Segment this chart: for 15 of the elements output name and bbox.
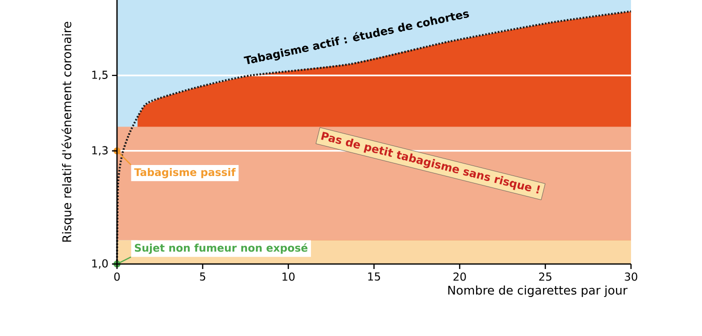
- x-tick-label: 10: [282, 272, 295, 281]
- y-tick-label: 1,5: [92, 70, 108, 80]
- y-tick-label: 1,0: [92, 259, 108, 269]
- x-tick-label: 5: [200, 272, 206, 281]
- y-tick-label: 1,3: [92, 146, 108, 156]
- x-tick-label: 30: [624, 272, 638, 281]
- text: Tabagisme actif : études de cohortes: [244, 11, 469, 64]
- x-tick-label: 0: [114, 272, 120, 281]
- x-tick-label: 20: [453, 272, 466, 281]
- annotation: Sujet non fumeur non exposé: [134, 243, 308, 254]
- y-axis-title: Risque relatif d'événement coronaire: [62, 22, 74, 242]
- x-axis-title: Nombre de cigarettes par jour: [448, 285, 628, 298]
- x-tick-label: 25: [539, 272, 552, 281]
- annotation: Tabagisme passif: [134, 168, 236, 178]
- x-tick-label: 15: [368, 272, 380, 281]
